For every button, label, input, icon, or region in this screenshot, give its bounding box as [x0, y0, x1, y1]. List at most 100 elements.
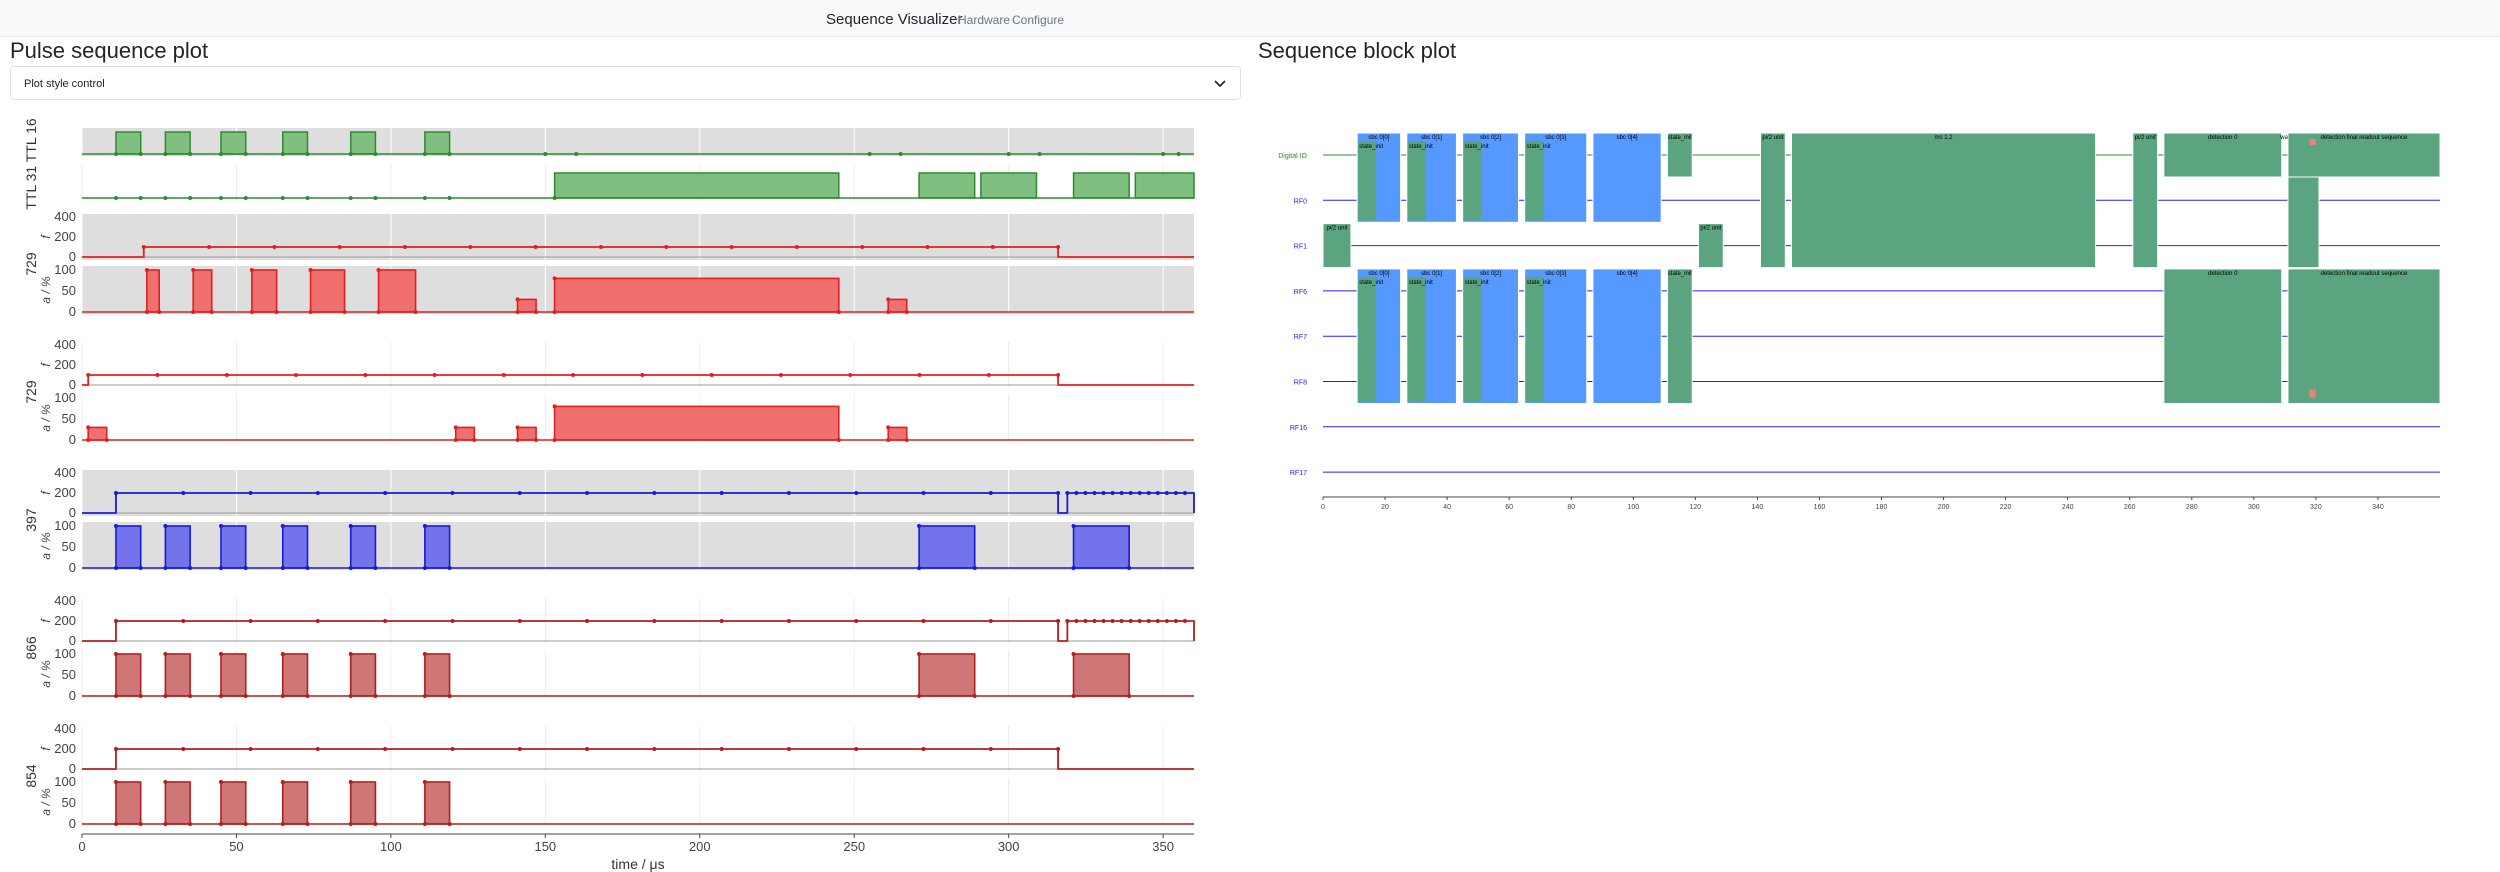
x-tick-label: 300 — [998, 839, 1020, 854]
amplitude-pulse — [553, 277, 840, 313]
block-label: sbc 0[2] — [1480, 135, 1501, 141]
x-tick-label: 60 — [1505, 504, 1513, 511]
block-label: sbc 0[0] — [1368, 271, 1389, 277]
data-point — [886, 425, 891, 430]
amplitude-pulse — [377, 269, 417, 313]
data-point — [376, 268, 381, 272]
data-point — [515, 297, 520, 302]
panel-background — [82, 342, 1194, 388]
x-tick-label: 250 — [843, 839, 865, 854]
inner-block-label: state_init — [1409, 144, 1433, 150]
channel-label: 866 — [23, 636, 39, 660]
panel-background — [82, 214, 1194, 260]
data-point — [188, 196, 193, 200]
amplitude-pulse — [146, 269, 161, 313]
f-tick-label: 0 — [69, 249, 76, 264]
data-point — [280, 196, 285, 200]
data-point — [163, 196, 168, 200]
amplitude-pulse — [349, 525, 377, 569]
ttl16-pulse — [980, 172, 1038, 199]
block-label: detection 0 — [2208, 135, 2238, 141]
block-label: sbc 0[4] — [1617, 271, 1638, 277]
amplitude-pulse — [164, 781, 191, 825]
row-label: Digital IO — [1278, 153, 1307, 160]
data-point — [373, 196, 378, 200]
a-tick-label: 100 — [54, 390, 76, 405]
x-tick-label: 150 — [534, 839, 556, 854]
inner-block — [1407, 141, 1426, 221]
inner-block — [1525, 276, 1544, 402]
f-axis-label: f — [39, 746, 53, 751]
row-label: RF16 — [1290, 425, 1307, 432]
x-tick-label: 220 — [2000, 504, 2012, 511]
data-point — [219, 780, 223, 784]
x-tick-label: 340 — [2372, 504, 2384, 511]
amplitude-pulse — [1072, 653, 1130, 697]
plot-style-accordion[interactable]: Plot style control — [10, 66, 1241, 100]
x-tick-label: 40 — [1443, 504, 1451, 511]
f-tick-label: 200 — [54, 613, 76, 628]
row-label: RF8 — [1294, 380, 1307, 387]
data-point — [191, 268, 196, 272]
marker — [2309, 389, 2316, 398]
panel-background — [82, 128, 1194, 156]
inner-block — [1525, 141, 1544, 221]
data-point — [898, 152, 903, 156]
nav-link-configure[interactable]: Configure — [1012, 13, 1065, 27]
amplitude-pulse — [424, 525, 451, 569]
sequence-block — [1592, 132, 1662, 223]
inner-block — [1358, 276, 1377, 402]
data-point — [163, 652, 168, 656]
amplitude-pulse — [164, 525, 191, 569]
f-tick-label: 0 — [69, 505, 76, 520]
ttl31-pulse — [424, 131, 451, 155]
panel-background — [82, 778, 1194, 826]
data-point — [219, 196, 223, 200]
f-tick-label: 0 — [69, 761, 76, 776]
amplitude-pulse — [164, 653, 191, 697]
sequence-block-chart[interactable]: Digital IO RF0 RF1 RF6 RF7 RF8 RF16 RF17 sbc 0[0… — [1260, 112, 2450, 532]
sequence-block — [1697, 223, 1724, 269]
data-point — [917, 652, 922, 656]
x-tick-label: 280 — [2186, 504, 2198, 511]
a-tick-label: 100 — [54, 646, 76, 661]
data-point — [113, 196, 118, 200]
data-point — [552, 404, 557, 409]
data-point — [113, 780, 118, 784]
data-point — [422, 652, 427, 656]
a-tick-label: 0 — [69, 560, 76, 575]
plot-style-label: Plot style control — [24, 78, 105, 90]
data-point — [113, 652, 118, 656]
block-label: detection final readout sequence — [2321, 135, 2408, 141]
amplitude-pulse — [918, 653, 976, 697]
channel-label: 397 — [23, 508, 39, 532]
sequence-block — [1592, 268, 1662, 404]
block-label: detection 0 — [2208, 271, 2238, 277]
a-tick-label: 100 — [54, 774, 76, 789]
sequence-block — [2287, 268, 2441, 404]
data-point — [515, 425, 520, 430]
amplitude-pulse — [516, 426, 537, 441]
amplitude-pulse — [220, 525, 247, 569]
ttl16-pulse — [553, 172, 840, 199]
x-tick-label: 100 — [1627, 504, 1639, 511]
amplitude-pulse — [553, 405, 840, 441]
x-tick-label: 300 — [2248, 504, 2260, 511]
block-label: sbc 0[2] — [1480, 271, 1501, 277]
data-point — [348, 524, 353, 528]
navbar-brand[interactable]: Sequence Visualizer — [826, 11, 963, 28]
inner-block-label: state_init — [1359, 280, 1383, 286]
x-tick-label: 120 — [1689, 504, 1701, 511]
data-point — [917, 524, 922, 528]
data-point — [1161, 152, 1166, 156]
data-point — [1006, 152, 1011, 156]
pulse-plot-title: Pulse sequence plot — [10, 38, 209, 63]
row-label: RF0 — [1294, 198, 1307, 205]
data-point — [1071, 652, 1076, 656]
block-label: sbc 0[1] — [1421, 271, 1442, 277]
data-point — [422, 780, 427, 784]
nav-link-hardware[interactable]: Hardware — [958, 13, 1011, 27]
amplitude-pulse — [887, 426, 908, 441]
sequence-block — [1666, 268, 1693, 404]
